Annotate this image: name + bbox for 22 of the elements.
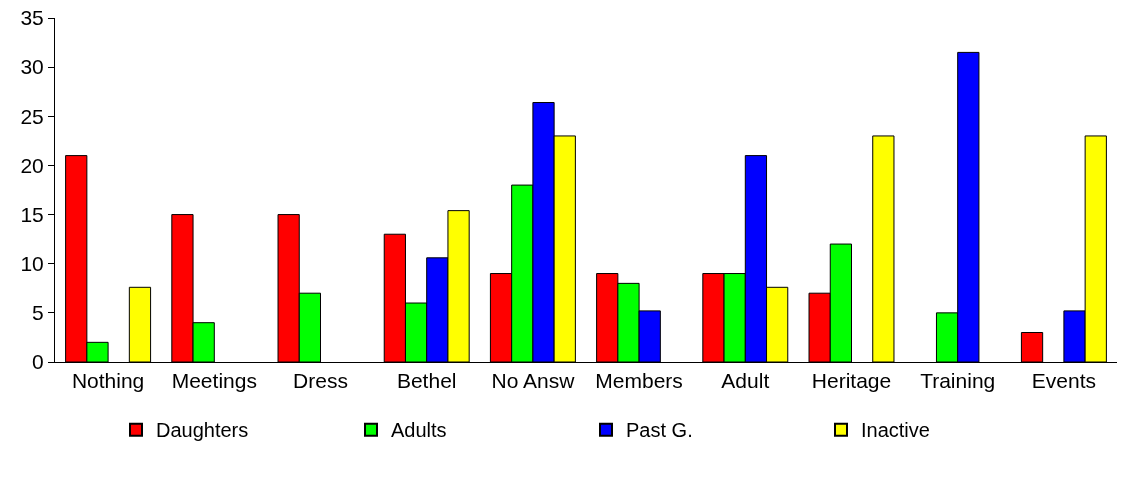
x-tick-label: Heritage <box>811 369 892 393</box>
x-tick-label: No Answ <box>491 369 576 393</box>
legend-label: Inactive <box>861 419 930 442</box>
legend-label: Past G. <box>626 419 693 442</box>
x-tick-label: Nothing <box>71 369 145 393</box>
y-tick-label: 5 <box>32 301 44 325</box>
y-tick-label: 15 <box>20 202 44 226</box>
y-tick-label: 0 <box>32 350 44 374</box>
y-tick-label: 20 <box>20 153 44 177</box>
x-tick-label: Adult <box>721 369 770 393</box>
legend-label: Daughters <box>156 419 249 442</box>
y-tick-label: 35 <box>20 6 44 30</box>
y-tick-label: 10 <box>20 252 44 276</box>
x-tick-label: Members <box>595 369 683 393</box>
legend-label: Adults <box>391 419 447 442</box>
x-tick-label: Events <box>1031 369 1096 393</box>
x-tick-label: Training <box>920 369 996 393</box>
x-tick-label: Dress <box>293 369 348 393</box>
y-tick-label: 30 <box>20 55 44 79</box>
y-tick-label: 25 <box>20 104 44 128</box>
x-tick-label: Meetings <box>171 369 257 393</box>
x-tick-label: Bethel <box>396 369 457 393</box>
